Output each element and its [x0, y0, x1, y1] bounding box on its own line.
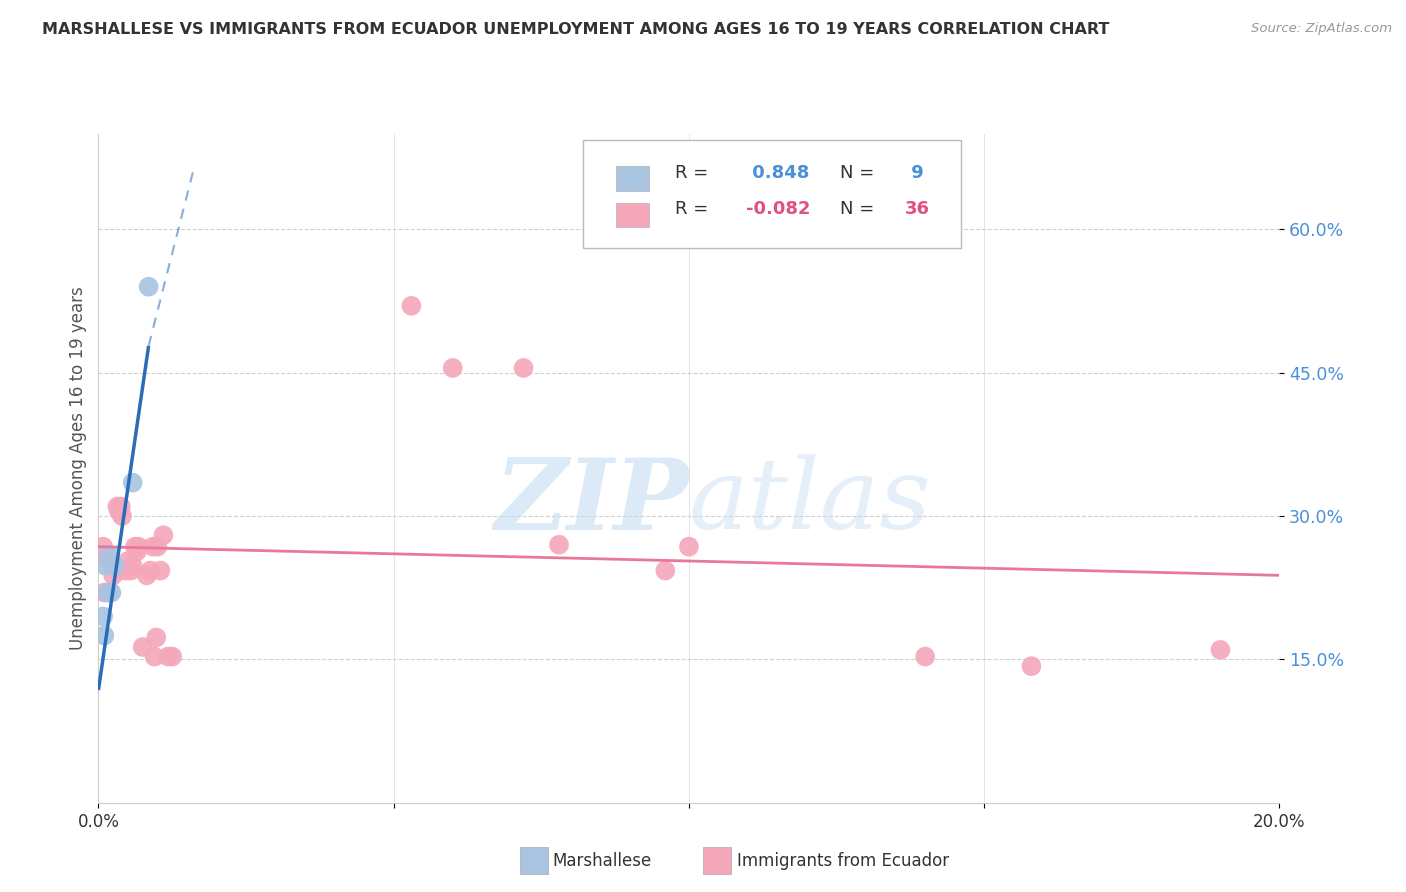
Point — [1021, 659, 1043, 673]
Text: Source: ZipAtlas.com: Source: ZipAtlas.com — [1251, 22, 1392, 36]
Point — [94, 558, 117, 573]
Text: N =: N = — [841, 201, 880, 219]
Point — [111, 509, 134, 524]
Point — [98, 547, 121, 561]
Point — [121, 475, 143, 490]
Text: MARSHALLESE VS IMMIGRANTS FROM ECUADOR UNEMPLOYMENT AMONG AGES 16 TO 19 YEARS CO: MARSHALLESE VS IMMIGRANTS FROM ECUADOR U… — [42, 22, 1109, 37]
Point — [120, 564, 142, 578]
Text: N =: N = — [841, 163, 880, 182]
Text: -0.082: -0.082 — [745, 201, 810, 219]
Point — [401, 299, 423, 313]
Point — [124, 540, 146, 554]
Point — [117, 554, 139, 568]
Point — [139, 564, 162, 578]
Point — [91, 540, 114, 554]
Point — [157, 649, 180, 664]
Point — [125, 544, 148, 558]
Point — [108, 504, 131, 518]
Text: Immigrants from Ecuador: Immigrants from Ecuador — [737, 852, 949, 870]
Y-axis label: Unemployment Among Ages 16 to 19 years: Unemployment Among Ages 16 to 19 years — [69, 286, 87, 650]
Point — [138, 279, 160, 293]
Text: 9: 9 — [905, 163, 924, 182]
Point — [441, 361, 464, 376]
Point — [105, 500, 128, 514]
Bar — [616, 166, 648, 191]
Point — [114, 564, 136, 578]
Point — [914, 649, 936, 664]
Point — [91, 609, 114, 624]
Text: Marshallese: Marshallese — [553, 852, 652, 870]
Text: atlas: atlas — [689, 454, 932, 549]
Point — [162, 649, 183, 664]
Point — [93, 585, 115, 599]
Text: R =: R = — [675, 163, 714, 182]
Point — [143, 649, 166, 664]
Point — [548, 538, 571, 552]
Point — [93, 628, 115, 642]
Text: 36: 36 — [905, 201, 931, 219]
Point — [103, 568, 125, 582]
Point — [100, 585, 122, 599]
Point — [104, 558, 127, 573]
Point — [128, 540, 150, 554]
Point — [149, 564, 172, 578]
Point — [132, 640, 155, 654]
Point — [121, 558, 143, 573]
Point — [135, 568, 157, 582]
Text: R =: R = — [675, 201, 714, 219]
Point — [654, 564, 676, 578]
FancyBboxPatch shape — [582, 141, 960, 248]
Text: 0.848: 0.848 — [745, 163, 808, 182]
Bar — [616, 203, 648, 227]
Point — [142, 540, 165, 554]
Point — [678, 540, 700, 554]
Point — [100, 557, 122, 571]
Point — [110, 500, 132, 514]
Point — [146, 540, 169, 554]
Point — [145, 631, 167, 645]
Text: ZIP: ZIP — [494, 453, 689, 550]
Point — [152, 528, 174, 542]
Point — [512, 361, 534, 376]
Point — [96, 585, 118, 599]
Point — [1209, 643, 1232, 657]
Point — [96, 549, 118, 564]
